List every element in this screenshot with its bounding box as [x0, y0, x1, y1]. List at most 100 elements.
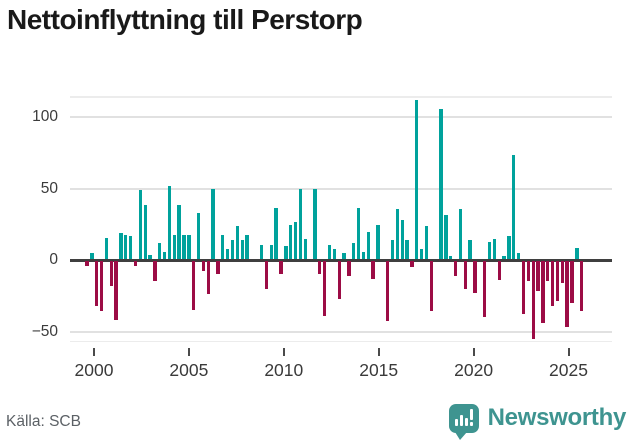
bar — [303, 238, 307, 259]
bar — [468, 240, 472, 259]
bar — [453, 261, 458, 276]
bar — [507, 236, 511, 259]
bar — [550, 261, 555, 306]
speech-bubble-bar-chart-icon — [448, 403, 479, 440]
bar — [298, 188, 303, 259]
bar — [289, 224, 293, 259]
bar — [138, 190, 143, 259]
bar — [269, 244, 273, 259]
bar — [541, 261, 545, 323]
bar — [405, 240, 409, 259]
bar — [187, 234, 191, 259]
bar — [206, 261, 210, 295]
x-axis-label: 2020 — [454, 360, 494, 380]
bar — [546, 261, 550, 282]
x-axis-label: 2005 — [169, 360, 209, 380]
bar — [259, 244, 264, 259]
x-axis-tick — [377, 348, 380, 356]
x-axis-tick — [187, 348, 190, 356]
y-axis-label: −50 — [31, 322, 58, 340]
bar — [458, 208, 463, 259]
bar — [85, 261, 89, 266]
source-note: Källa: SCB — [6, 413, 81, 430]
bar — [124, 234, 128, 259]
bar — [415, 100, 419, 259]
bar — [245, 234, 249, 259]
bar — [463, 261, 467, 289]
plot-top-border — [70, 96, 612, 98]
bar — [395, 208, 400, 259]
bar — [444, 214, 448, 259]
bar — [240, 240, 244, 259]
bar — [502, 256, 506, 259]
bar — [356, 207, 361, 259]
zero-axis-line — [70, 258, 612, 262]
bar — [332, 248, 337, 259]
bar — [114, 261, 118, 321]
bar — [347, 261, 351, 276]
bar — [264, 261, 269, 289]
bar — [371, 261, 375, 279]
bar — [322, 261, 327, 316]
bar — [366, 231, 370, 259]
bar — [221, 234, 225, 259]
y-axis-label: 0 — [49, 251, 58, 268]
bar — [361, 251, 366, 259]
bar — [167, 186, 172, 259]
bar — [225, 248, 230, 259]
bar — [512, 154, 516, 259]
bar — [153, 261, 157, 282]
bar — [342, 253, 346, 259]
icon-bar-3 — [464, 417, 469, 426]
bar — [313, 188, 317, 259]
bar — [201, 261, 206, 272]
bar — [521, 261, 526, 315]
bar — [172, 234, 176, 259]
bar — [158, 243, 162, 259]
bar — [424, 226, 429, 259]
gridline-100 — [70, 116, 612, 118]
bar — [419, 248, 424, 259]
bar — [182, 234, 186, 259]
bar — [279, 261, 283, 275]
bar — [216, 261, 220, 275]
icon-bar-2 — [459, 414, 464, 426]
bar — [148, 254, 152, 259]
x-axis-tick — [567, 348, 570, 356]
x-axis-label: 2000 — [74, 360, 114, 380]
bar — [376, 224, 380, 259]
bar — [211, 188, 215, 259]
icon-bar-1 — [454, 418, 459, 426]
bar — [575, 247, 579, 259]
bar — [536, 261, 540, 292]
bar — [177, 204, 181, 259]
bar — [386, 261, 390, 322]
bar — [492, 238, 497, 259]
bar — [119, 233, 123, 259]
bar — [487, 241, 492, 259]
bar — [565, 261, 569, 328]
page-title: Nettoinflyttning till Perstorp — [7, 4, 363, 35]
bar — [192, 261, 196, 310]
icon-exclamation-line — [469, 408, 474, 420]
bar — [99, 261, 104, 312]
bar — [327, 244, 332, 259]
gridline-50 — [70, 187, 612, 190]
bar — [352, 243, 356, 259]
bar — [526, 261, 531, 282]
bar — [274, 207, 278, 259]
bar — [196, 213, 201, 259]
x-axis-label: 2015 — [359, 360, 399, 380]
gridline-−50 — [70, 330, 612, 333]
y-axis-label: 100 — [32, 108, 58, 125]
bar — [90, 253, 94, 259]
bar — [516, 253, 521, 259]
bar — [439, 108, 443, 259]
newsworthy-wordmark: Newsworthy — [487, 404, 627, 431]
bar — [580, 261, 584, 312]
bar — [483, 261, 487, 318]
bar — [560, 261, 564, 283]
newsworthy-logo[interactable]: Newsworthy — [448, 401, 627, 440]
bar — [410, 261, 414, 268]
bar — [162, 251, 167, 259]
